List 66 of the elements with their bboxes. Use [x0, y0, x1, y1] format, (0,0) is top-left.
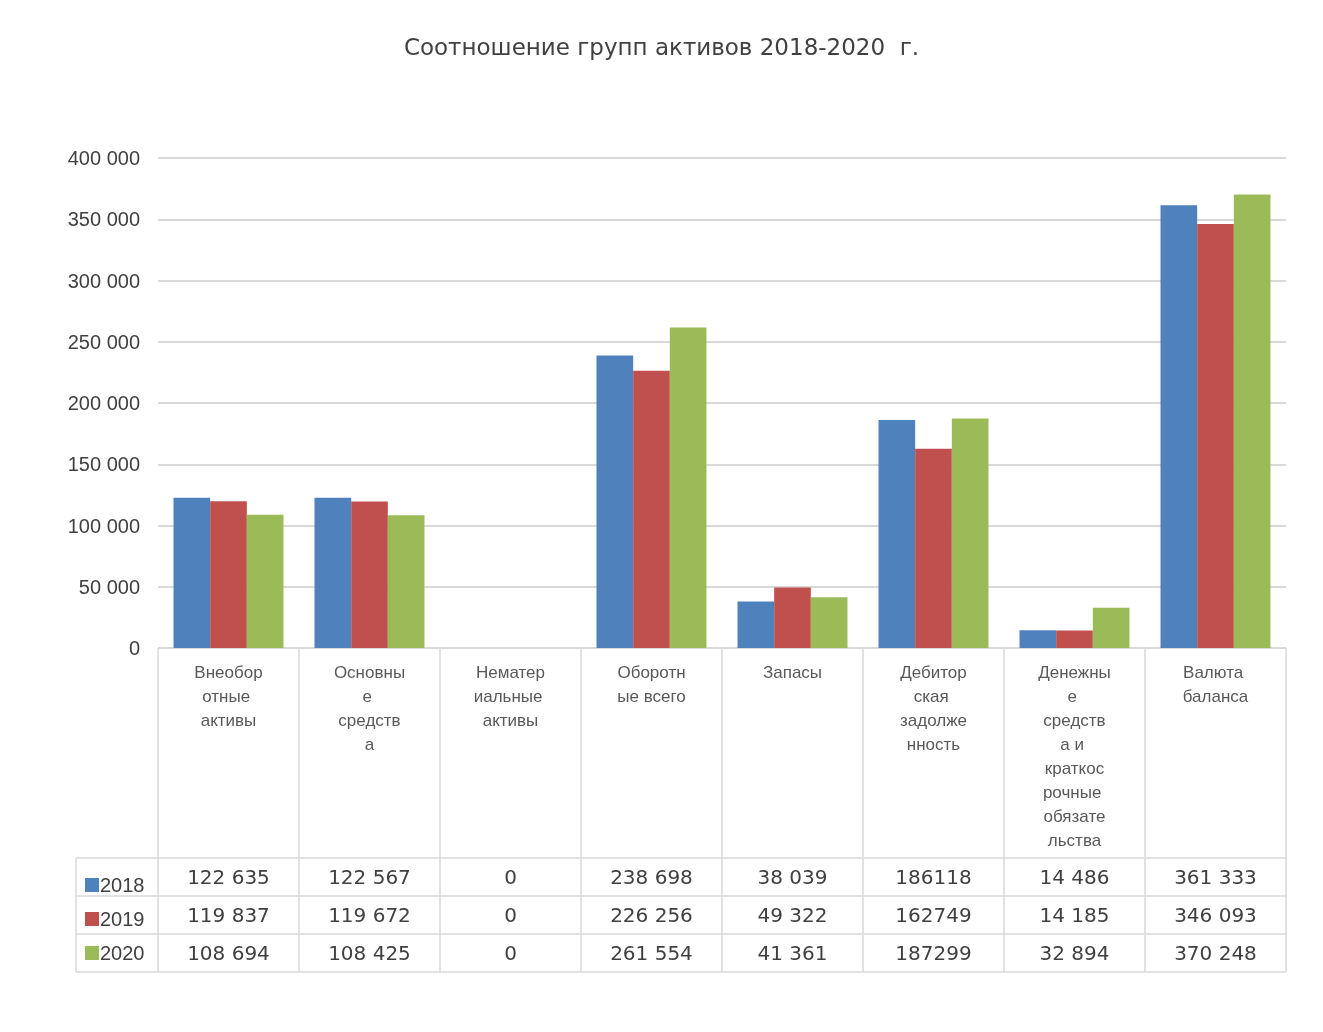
- y-tick-label: 100 000: [67, 514, 140, 537]
- bar: [669, 327, 707, 648]
- bar: [246, 514, 284, 648]
- bar: [633, 370, 670, 648]
- data-label: 108 694: [187, 941, 270, 965]
- bar: [737, 601, 775, 648]
- y-tick-label: 250 000: [67, 330, 140, 353]
- data-label: 49 322: [757, 903, 828, 927]
- data-label: 361 333: [1174, 865, 1257, 889]
- bar: [387, 515, 425, 648]
- data-label: 187299: [895, 941, 972, 965]
- bar: [1092, 607, 1130, 648]
- data-label: 186118: [895, 865, 972, 889]
- bar: [596, 355, 634, 648]
- data-label: 370 248: [1174, 941, 1257, 965]
- bar: [314, 497, 352, 648]
- legend-label: 2018: [100, 874, 145, 896]
- bar: [1197, 224, 1234, 648]
- data-label: 261 554: [610, 941, 693, 965]
- data-label: 14 486: [1039, 865, 1110, 889]
- bar: [210, 501, 247, 648]
- chart-title: Соотношение групп активов 2018-2020 г.: [403, 33, 920, 60]
- data-label: 119 672: [328, 903, 411, 927]
- data-label: 0: [504, 941, 517, 965]
- bar: [1233, 194, 1271, 648]
- data-label: 0: [504, 865, 517, 889]
- legend-label: 2019: [100, 908, 145, 930]
- x-tick-label: Оборотные всего: [617, 662, 686, 706]
- data-label: 122 635: [187, 865, 270, 889]
- bar: [951, 418, 989, 648]
- data-label: 14 185: [1039, 903, 1110, 927]
- legend-label: 2020: [100, 942, 145, 964]
- data-label: 226 256: [610, 903, 693, 927]
- x-tick-label: Запасы: [762, 662, 823, 682]
- data-label: 38 039: [757, 865, 828, 889]
- data-label: 41 361: [757, 941, 828, 965]
- data-label: 0: [504, 903, 517, 927]
- y-tick-label: 350 000: [67, 208, 140, 231]
- bar: [915, 448, 952, 648]
- data-label: 108 425: [328, 941, 411, 965]
- data-label: 32 894: [1039, 941, 1110, 965]
- bar: [173, 497, 211, 648]
- y-tick-label: 400 000: [67, 147, 140, 169]
- x-tick-label: Основные средства: [333, 662, 406, 754]
- x-tick-label: Валюта баланса: [1182, 662, 1249, 706]
- x-tick-label: Нематериальные активы: [473, 662, 548, 730]
- bar: [774, 587, 811, 648]
- y-tick-label: 50 000: [78, 575, 140, 598]
- y-tick-label: 150 000: [67, 453, 140, 476]
- y-tick-label: 300 000: [67, 269, 140, 292]
- bar: [1019, 630, 1057, 648]
- x-tick-label: Внеоборотные активы: [194, 662, 263, 730]
- bar: [1160, 205, 1198, 648]
- data-label: 122 567: [328, 865, 411, 889]
- data-label: 238 698: [610, 865, 693, 889]
- bar: [878, 420, 916, 648]
- bar: [351, 501, 388, 648]
- bar: [810, 597, 848, 648]
- data-label: 346 093: [1174, 903, 1257, 927]
- data-label: 119 837: [187, 903, 270, 927]
- x-tick-label: Денежные средства и краткосрочные обязательства: [1038, 662, 1111, 850]
- x-tick-label: Дебиторская задолженность: [900, 662, 967, 754]
- y-tick-label: 200 000: [67, 392, 140, 414]
- bar: [1056, 630, 1093, 648]
- y-tick-label: 0: [128, 637, 140, 659]
- data-label: 162749: [895, 903, 972, 927]
